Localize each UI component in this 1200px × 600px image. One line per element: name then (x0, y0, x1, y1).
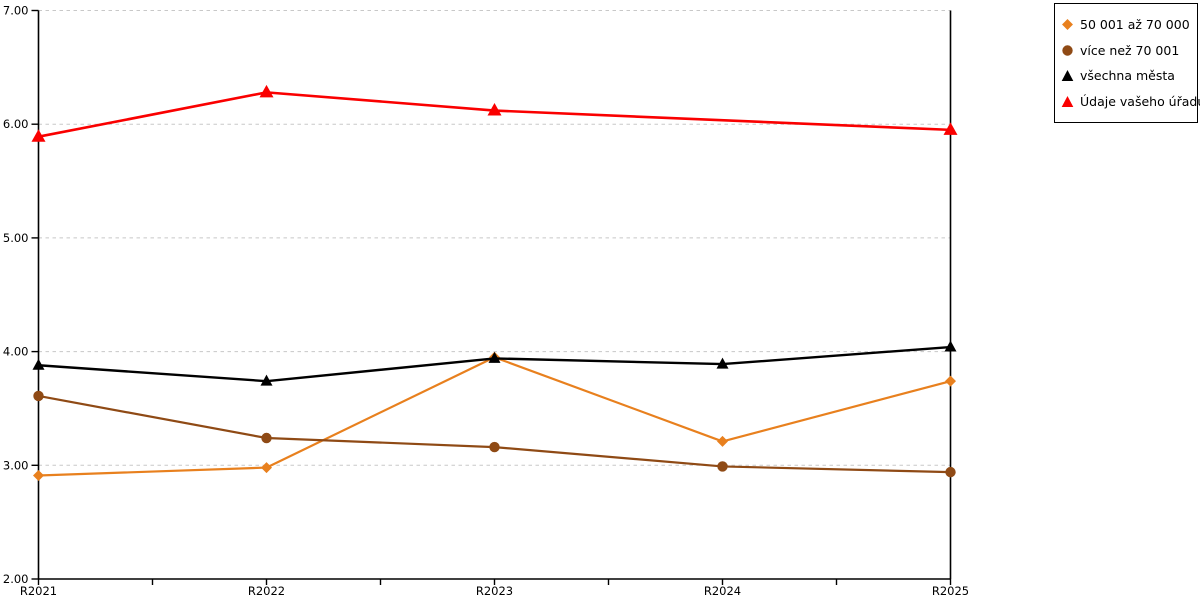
data-point-marker (33, 390, 44, 402)
data-point-marker (945, 375, 956, 387)
legend-item-label: Údaje vašeho úřadu (1080, 93, 1200, 109)
x-axis-label: R2024 (704, 584, 741, 598)
y-axis-label: 7.00 (3, 4, 29, 18)
data-point-marker (943, 122, 958, 135)
data-point-marker (259, 84, 274, 98)
diamond-marker-icon (1062, 19, 1073, 31)
triangle-marker-icon (1061, 70, 1074, 82)
data-point-marker (716, 357, 729, 369)
data-point-marker (260, 374, 273, 386)
data-point-marker (489, 441, 500, 453)
y-axis-label: 3.00 (3, 458, 29, 472)
x-axis-label: R2022 (248, 584, 285, 598)
legend-item-vice-nez-70001: více než 70 001 (1061, 43, 1194, 58)
data-point-marker (944, 340, 957, 352)
x-axis-label: R2021 (20, 584, 57, 598)
legend-item-label: 50 001 až 70 000 (1080, 17, 1190, 33)
x-axis-label: R2023 (476, 584, 513, 598)
y-axis-label: 4.00 (3, 345, 29, 359)
data-point-marker (261, 432, 272, 444)
data-point-marker (487, 103, 502, 116)
circle-marker-icon (1062, 45, 1073, 56)
series-line-3 (38, 91, 951, 138)
y-axis-label: 2.00 (3, 572, 29, 586)
legend-item-50001-az-70000: 50 001 až 70 000 (1061, 17, 1194, 32)
chart-legend: 50 001 až 70 000 více než 70 001 všechna… (1054, 3, 1200, 123)
data-point-marker (945, 466, 956, 478)
legend-item-label: všechna města (1080, 68, 1175, 84)
data-point-marker (32, 358, 45, 370)
x-axis-label: R2025 (932, 584, 969, 598)
data-point-marker (717, 435, 728, 447)
legend-item-udaje-vaseho-uradu: Údaje vašeho úřadu (1061, 94, 1200, 109)
data-point-marker (31, 129, 46, 142)
data-point-marker (717, 461, 728, 472)
data-point-marker (33, 470, 44, 482)
legend-item-label: více než 70 001 (1080, 42, 1180, 58)
legend-item-vsechna-mesta: všechna města (1061, 68, 1194, 83)
triangle-marker-icon (1061, 95, 1074, 107)
y-axis-label: 6.00 (3, 117, 29, 131)
y-axis-label: 5.00 (3, 231, 29, 245)
data-point-marker (488, 351, 501, 363)
series-line-1 (38, 394, 951, 474)
data-point-marker (261, 462, 272, 474)
